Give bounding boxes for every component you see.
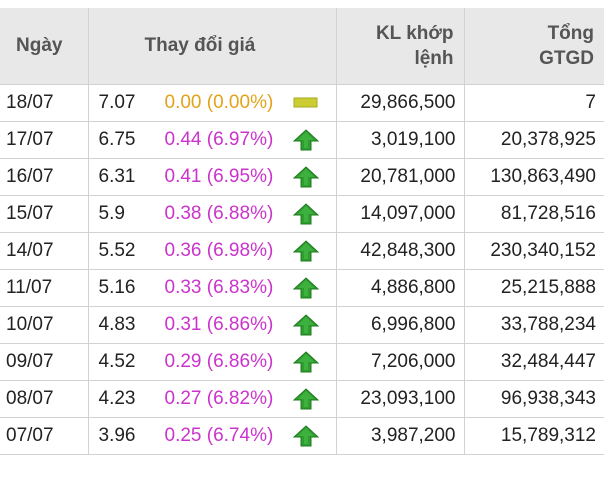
cell-matched-volume: 7,206,000 [336, 343, 465, 381]
column-header-matched-volume-line1: KL khớp [375, 23, 454, 44]
price-change-value: 0.41 (6.95%) [164, 166, 274, 187]
cell-date: 07/07 [0, 417, 89, 455]
cell-date: 18/07 [0, 84, 89, 122]
cell-matched-volume: 23,093,100 [336, 380, 465, 418]
price-change-value: 0.31 (6.86%) [164, 314, 274, 335]
cell-matched-volume: 6,996,800 [336, 306, 465, 344]
column-header-total-value-line1: Tổng [547, 23, 594, 44]
cell-date: 15/07 [0, 195, 89, 233]
cell-price-change: 4.52 0.29 (6.86%) [88, 343, 337, 381]
table-row: 11/07 5.16 0.33 (6.83%) 4,886,800 25,215,888 [0, 269, 604, 307]
cell-total-value: 7 [464, 84, 604, 122]
cell-price-change: 6.31 0.41 (6.95%) [88, 158, 337, 196]
cell-date: 14/07 [0, 232, 89, 270]
price-history-table: Ngày Thay đổi giá KL khớp lệnh Tổng GTGD… [0, 8, 604, 455]
up-arrow-icon [292, 166, 319, 188]
table-row: 17/07 6.75 0.44 (6.97%) 3,019,100 20,378,925 [0, 121, 604, 159]
up-arrow-icon [292, 425, 319, 447]
cell-date: 16/07 [0, 158, 89, 196]
cell-date: 17/07 [0, 121, 89, 159]
close-price: 6.31 [98, 166, 136, 187]
up-arrow-icon [292, 129, 319, 151]
table-row: 18/07 7.07 0.00 (0.00%) 29,866,500 7 [0, 84, 604, 122]
column-header-matched-volume[interactable]: KL khớp lệnh [336, 8, 465, 85]
cell-date: 08/07 [0, 380, 89, 418]
price-change-value: 0.25 (6.74%) [164, 425, 274, 446]
table-row: 07/07 3.96 0.25 (6.74%) 3,987,200 15,789,312 [0, 417, 604, 455]
cell-matched-volume: 42,848,300 [336, 232, 465, 270]
cell-matched-volume: 3,019,100 [336, 121, 465, 159]
table-row: 16/07 6.31 0.41 (6.95%) 20,781,000 130,863,4… [0, 158, 604, 196]
cell-total-value: 130,863,490 [464, 158, 604, 196]
close-price: 4.52 [98, 351, 136, 372]
close-price: 4.23 [98, 388, 136, 409]
price-change-value: 0.44 (6.97%) [164, 129, 274, 150]
up-arrow-icon [292, 351, 319, 373]
table-header: Ngày Thay đổi giá KL khớp lệnh Tổng GTGD [0, 8, 604, 85]
price-change-value: 0.27 (6.82%) [164, 388, 274, 409]
up-arrow-icon [292, 203, 319, 225]
cell-matched-volume: 20,781,000 [336, 158, 465, 196]
cell-total-value: 20,378,925 [464, 121, 604, 159]
table-row: 10/07 4.83 0.31 (6.86%) 6,996,800 33,788,234 [0, 306, 604, 344]
cell-matched-volume: 4,886,800 [336, 269, 465, 307]
header-row: Ngày Thay đổi giá KL khớp lệnh Tổng GTGD [0, 8, 604, 85]
cell-price-change: 5.52 0.36 (6.98%) [88, 232, 337, 270]
price-change-value: 0.36 (6.98%) [164, 240, 274, 261]
close-price: 6.75 [98, 129, 136, 150]
price-change-value: 0.33 (6.83%) [164, 277, 274, 298]
column-header-matched-volume-line2: lệnh [414, 48, 454, 69]
close-price: 3.96 [98, 425, 136, 446]
cell-matched-volume: 14,097,000 [336, 195, 465, 233]
cell-total-value: 33,788,234 [464, 306, 604, 344]
table-row: 14/07 5.52 0.36 (6.98%) 42,848,300 230,340,1… [0, 232, 604, 270]
cell-price-change: 5.16 0.33 (6.83%) [88, 269, 337, 307]
cell-total-value: 96,938,343 [464, 380, 604, 418]
column-header-date[interactable]: Ngày [0, 8, 89, 85]
column-header-date-label: Ngày [16, 35, 63, 56]
cell-price-change: 7.07 0.00 (0.00%) [88, 84, 337, 122]
table-row: 09/07 4.52 0.29 (6.86%) 7,206,000 32,484,447 [0, 343, 604, 381]
cell-price-change: 4.83 0.31 (6.86%) [88, 306, 337, 344]
close-price: 5.9 [98, 203, 125, 224]
cell-matched-volume: 29,866,500 [336, 84, 465, 122]
cell-date: 09/07 [0, 343, 89, 381]
cell-date: 11/07 [0, 269, 89, 307]
column-header-price-change[interactable]: Thay đổi giá [88, 8, 337, 85]
cell-total-value: 15,789,312 [464, 417, 604, 455]
cell-matched-volume: 3,987,200 [336, 417, 465, 455]
table-row: 08/07 4.23 0.27 (6.82%) 23,093,100 96,938,34… [0, 380, 604, 418]
cell-total-value: 32,484,447 [464, 343, 604, 381]
cell-price-change: 3.96 0.25 (6.74%) [88, 417, 337, 455]
up-arrow-icon [292, 314, 319, 336]
price-change-value: 0.29 (6.86%) [164, 351, 274, 372]
price-change-value: 0.38 (6.88%) [164, 203, 274, 224]
price-change-value: 0.00 (0.00%) [164, 92, 274, 113]
close-price: 4.83 [98, 314, 136, 335]
cell-total-value: 81,728,516 [464, 195, 604, 233]
close-price: 5.16 [98, 277, 136, 298]
table-row: 15/07 5.9 0.38 (6.88%) 14,097,000 81,728,516 [0, 195, 604, 233]
close-price: 7.07 [98, 92, 136, 113]
flat-bar-icon [293, 92, 319, 114]
close-price: 5.52 [98, 240, 136, 261]
cell-price-change: 6.75 0.44 (6.97%) [88, 121, 337, 159]
table-body: 18/07 7.07 0.00 (0.00%) 29,866,500 7 17/07 6.7… [0, 84, 604, 455]
column-header-total-value-line2: GTGD [539, 48, 594, 69]
cell-total-value: 25,215,888 [464, 269, 604, 307]
cell-price-change: 5.9 0.38 (6.88%) [88, 195, 337, 233]
cell-date: 10/07 [0, 306, 89, 344]
up-arrow-icon [292, 240, 319, 262]
column-header-price-change-label: Thay đổi giá [144, 35, 256, 56]
column-header-total-value[interactable]: Tổng GTGD [464, 8, 604, 85]
up-arrow-icon [292, 277, 319, 299]
cell-total-value: 230,340,152 [464, 232, 604, 270]
up-arrow-icon [292, 388, 319, 410]
cell-price-change: 4.23 0.27 (6.82%) [88, 380, 337, 418]
